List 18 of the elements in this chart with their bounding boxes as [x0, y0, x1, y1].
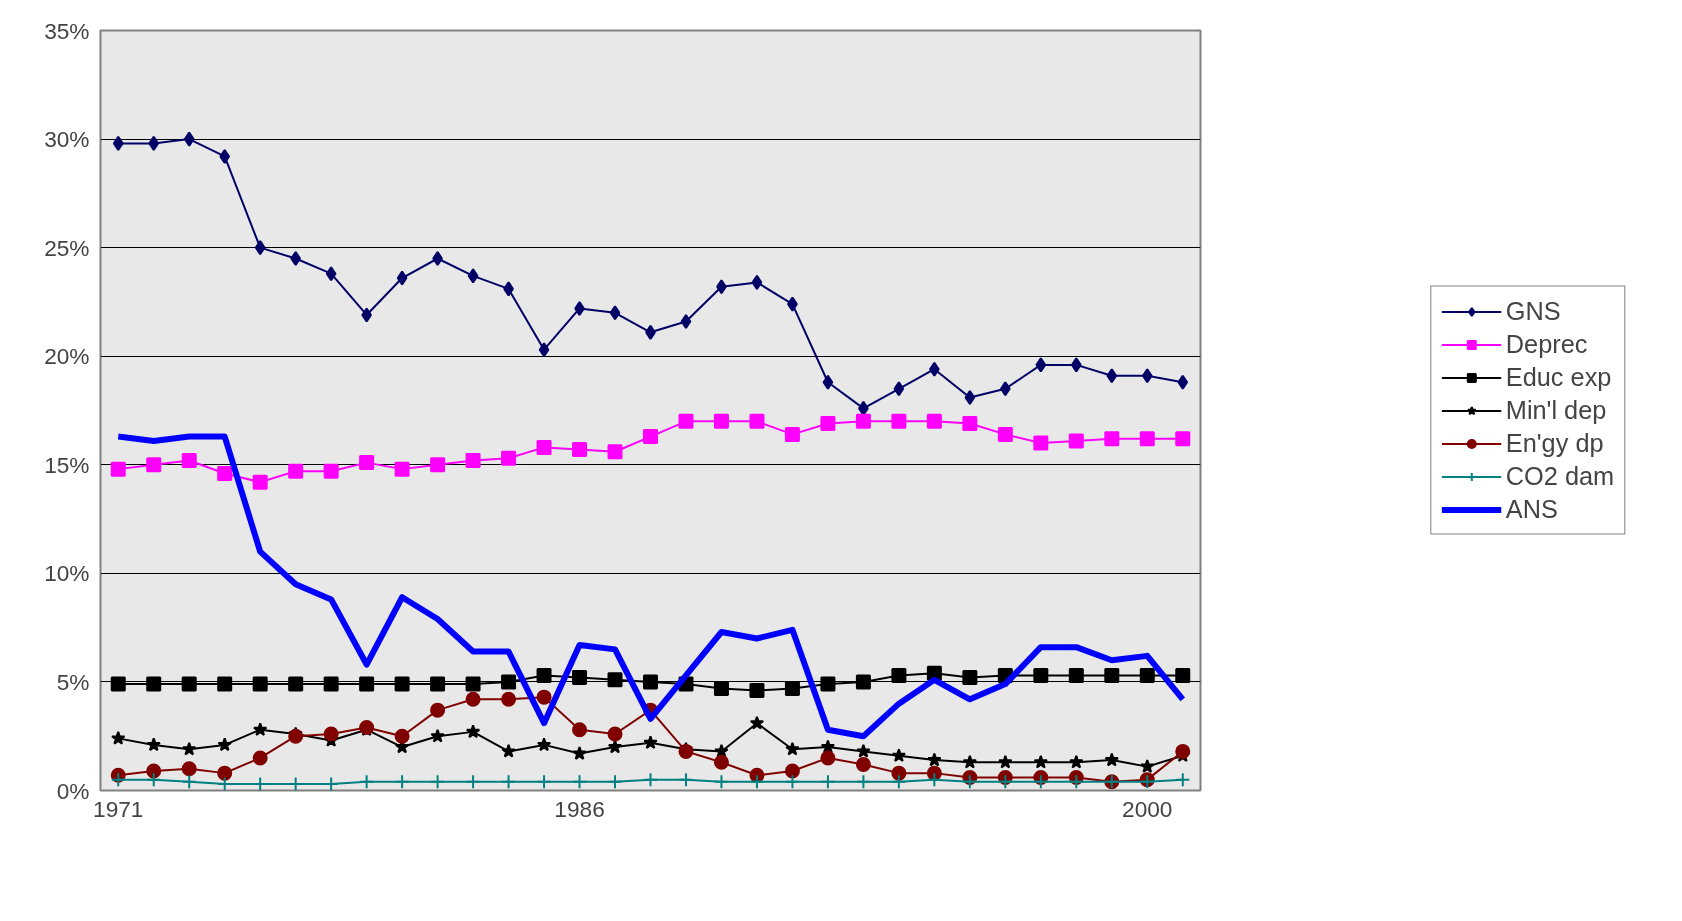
legend-label: CO2 dam	[1505, 461, 1615, 491]
x-tick-label: 1971	[93, 795, 144, 822]
y-tick-label: 0%	[56, 777, 90, 804]
legend-label: ANS	[1505, 494, 1558, 524]
legend-label: Min'l dep	[1505, 395, 1607, 425]
legend-label: Deprec	[1505, 329, 1588, 359]
x-tick-label: 1986	[554, 795, 605, 822]
y-tick-label: 15%	[44, 451, 90, 478]
legend-label: Educ exp	[1505, 362, 1612, 392]
y-tick-label: 30%	[44, 126, 90, 153]
y-tick-label: 25%	[44, 234, 90, 261]
y-tick-label: 10%	[44, 560, 90, 587]
x-tick-label: 2000	[1122, 795, 1173, 822]
y-tick-label: 20%	[44, 343, 90, 370]
legend-label: En'gy dp	[1505, 428, 1604, 458]
y-tick-label: 5%	[56, 668, 90, 695]
y-tick-label: 35%	[44, 17, 90, 44]
legend-label: GNS	[1505, 296, 1561, 326]
